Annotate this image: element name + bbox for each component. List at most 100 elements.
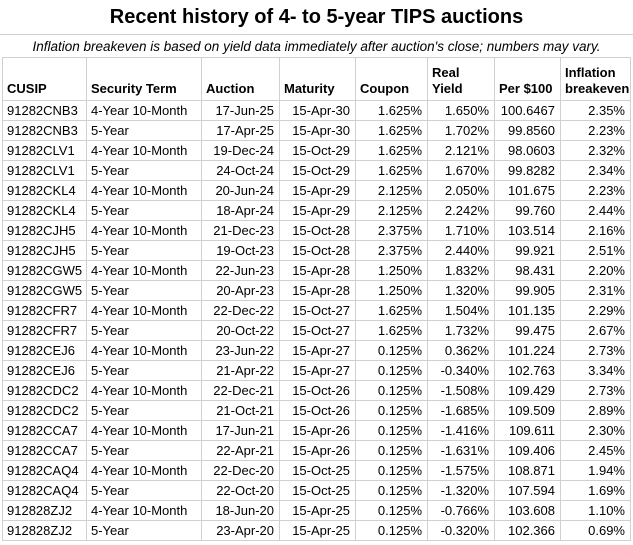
cell-real-yield: -1.508%: [427, 380, 495, 401]
cell-real-yield: -1.685%: [427, 400, 495, 421]
cell-cusip: 91282CDC2: [2, 380, 87, 401]
cell-security-term: 5-Year: [86, 400, 202, 421]
cell-auction: 22-Oct-20: [201, 480, 280, 501]
cell-per-100: 101.675: [494, 180, 561, 201]
cell-security-term: 5-Year: [86, 320, 202, 341]
cell-per-100: 99.921: [494, 240, 561, 261]
cell-security-term: 4-Year 10-Month: [86, 500, 202, 521]
cell-maturity: 15-Apr-26: [279, 440, 356, 461]
table-row: 91282CEJ6 5-Year 21-Apr-22 15-Apr-27 0.125% -…: [2, 360, 631, 381]
cell-security-term: 4-Year 10-Month: [86, 460, 202, 481]
cell-inflation-breakeven: 2.35%: [560, 100, 631, 121]
cell-coupon: 1.625%: [355, 320, 428, 341]
cell-real-yield: -1.575%: [427, 460, 495, 481]
cell-inflation-breakeven: 2.29%: [560, 300, 631, 321]
cell-coupon: 2.375%: [355, 220, 428, 241]
cell-inflation-breakeven: 2.30%: [560, 420, 631, 441]
cell-coupon: 1.250%: [355, 260, 428, 281]
table-row: 91282CKL4 4-Year 10-Month 20-Jun-24 15-Apr-…: [2, 180, 631, 201]
cell-inflation-breakeven: 2.34%: [560, 160, 631, 181]
cell-inflation-breakeven: 1.10%: [560, 500, 631, 521]
cell-real-yield: -0.320%: [427, 520, 495, 541]
cell-security-term: 4-Year 10-Month: [86, 180, 202, 201]
cell-cusip: 91282CFR7: [2, 300, 87, 321]
cell-security-term: 4-Year 10-Month: [86, 100, 202, 121]
cell-inflation-breakeven: 2.44%: [560, 200, 631, 221]
cell-maturity: 15-Apr-27: [279, 360, 356, 381]
auctions-table: CUSIP Security Term Auction Maturity Cou…: [2, 57, 631, 541]
cell-maturity: 15-Apr-25: [279, 520, 356, 541]
cell-real-yield: 2.242%: [427, 200, 495, 221]
cell-maturity: 15-Apr-27: [279, 340, 356, 361]
cell-cusip: 91282CGW5: [2, 280, 87, 301]
table-row: 91282CLV1 5-Year 24-Oct-24 15-Oct-29 1.625% 1…: [2, 160, 631, 181]
cell-maturity: 15-Oct-28: [279, 240, 356, 261]
column-header-real-yield: Real Yield: [427, 57, 495, 101]
cell-coupon: 0.125%: [355, 360, 428, 381]
cell-per-100: 103.608: [494, 500, 561, 521]
cell-cusip: 91282CAQ4: [2, 460, 87, 481]
cell-coupon: 1.625%: [355, 120, 428, 141]
cell-coupon: 2.375%: [355, 240, 428, 261]
cell-security-term: 4-Year 10-Month: [86, 380, 202, 401]
table-row: 91282CCA7 4-Year 10-Month 17-Jun-21 15-Apr-…: [2, 420, 631, 441]
cell-auction: 24-Oct-24: [201, 160, 280, 181]
cell-cusip: 912828ZJ2: [2, 500, 87, 521]
cell-security-term: 5-Year: [86, 200, 202, 221]
cell-inflation-breakeven: 2.45%: [560, 440, 631, 461]
cell-cusip: 91282CAQ4: [2, 480, 87, 501]
cell-maturity: 15-Oct-27: [279, 320, 356, 341]
cell-per-100: 109.611: [494, 420, 561, 441]
cell-cusip: 91282CLV1: [2, 140, 87, 161]
cell-auction: 21-Oct-21: [201, 400, 280, 421]
cell-real-yield: 1.320%: [427, 280, 495, 301]
cell-inflation-breakeven: 2.20%: [560, 260, 631, 281]
cell-security-term: 4-Year 10-Month: [86, 220, 202, 241]
cell-per-100: 99.905: [494, 280, 561, 301]
cell-auction: 17-Apr-25: [201, 120, 280, 141]
cell-inflation-breakeven: 2.67%: [560, 320, 631, 341]
column-header-cusip: CUSIP: [2, 57, 87, 101]
table-body: 91282CNB3 4-Year 10-Month 17-Jun-25 15-Apr-…: [2, 100, 631, 541]
cell-maturity: 15-Oct-28: [279, 220, 356, 241]
cell-auction: 19-Oct-23: [201, 240, 280, 261]
cell-per-100: 108.871: [494, 460, 561, 481]
cell-cusip: 91282CKL4: [2, 180, 87, 201]
cell-inflation-breakeven: 2.51%: [560, 240, 631, 261]
cell-real-yield: 1.650%: [427, 100, 495, 121]
table-row: 91282CKL4 5-Year 18-Apr-24 15-Apr-29 2.125% 2…: [2, 200, 631, 221]
cell-security-term: 4-Year 10-Month: [86, 140, 202, 161]
table-row: 91282CJH5 4-Year 10-Month 21-Dec-23 15-Oct-…: [2, 220, 631, 241]
cell-maturity: 15-Apr-30: [279, 100, 356, 121]
cell-security-term: 4-Year 10-Month: [86, 340, 202, 361]
cell-inflation-breakeven: 3.34%: [560, 360, 631, 381]
cell-auction: 21-Apr-22: [201, 360, 280, 381]
page-title: Recent history of 4- to 5-year TIPS auct…: [109, 5, 524, 28]
cell-per-100: 109.429: [494, 380, 561, 401]
cell-inflation-breakeven: 2.31%: [560, 280, 631, 301]
table-row: 91282CFR7 4-Year 10-Month 22-Dec-22 15-Oct-…: [2, 300, 631, 321]
cell-cusip: 91282CDC2: [2, 400, 87, 421]
table-row: 91282CEJ6 4-Year 10-Month 23-Jun-22 15-Apr-…: [2, 340, 631, 361]
cell-per-100: 101.135: [494, 300, 561, 321]
subtitle-note: Inflation breakeven is based on yield da…: [32, 38, 601, 54]
cell-real-yield: 0.362%: [427, 340, 495, 361]
cell-cusip: 91282CJH5: [2, 240, 87, 261]
cell-maturity: 15-Apr-29: [279, 180, 356, 201]
cell-inflation-breakeven: 2.73%: [560, 340, 631, 361]
cell-security-term: 5-Year: [86, 240, 202, 261]
cell-per-100: 101.224: [494, 340, 561, 361]
cell-auction: 22-Apr-21: [201, 440, 280, 461]
cell-auction: 18-Jun-20: [201, 500, 280, 521]
cell-real-yield: -1.631%: [427, 440, 495, 461]
cell-cusip: 91282CGW5: [2, 260, 87, 281]
cell-auction: 22-Jun-23: [201, 260, 280, 281]
cell-coupon: 0.125%: [355, 340, 428, 361]
cell-coupon: 0.125%: [355, 440, 428, 461]
table-row: 91282CAQ4 5-Year 22-Oct-20 15-Oct-25 0.125% -…: [2, 480, 631, 501]
cell-real-yield: 1.832%: [427, 260, 495, 281]
cell-auction: 17-Jun-21: [201, 420, 280, 441]
subtitle-row: Inflation breakeven is based on yield da…: [0, 34, 633, 57]
cell-maturity: 15-Oct-25: [279, 480, 356, 501]
cell-coupon: 2.125%: [355, 180, 428, 201]
